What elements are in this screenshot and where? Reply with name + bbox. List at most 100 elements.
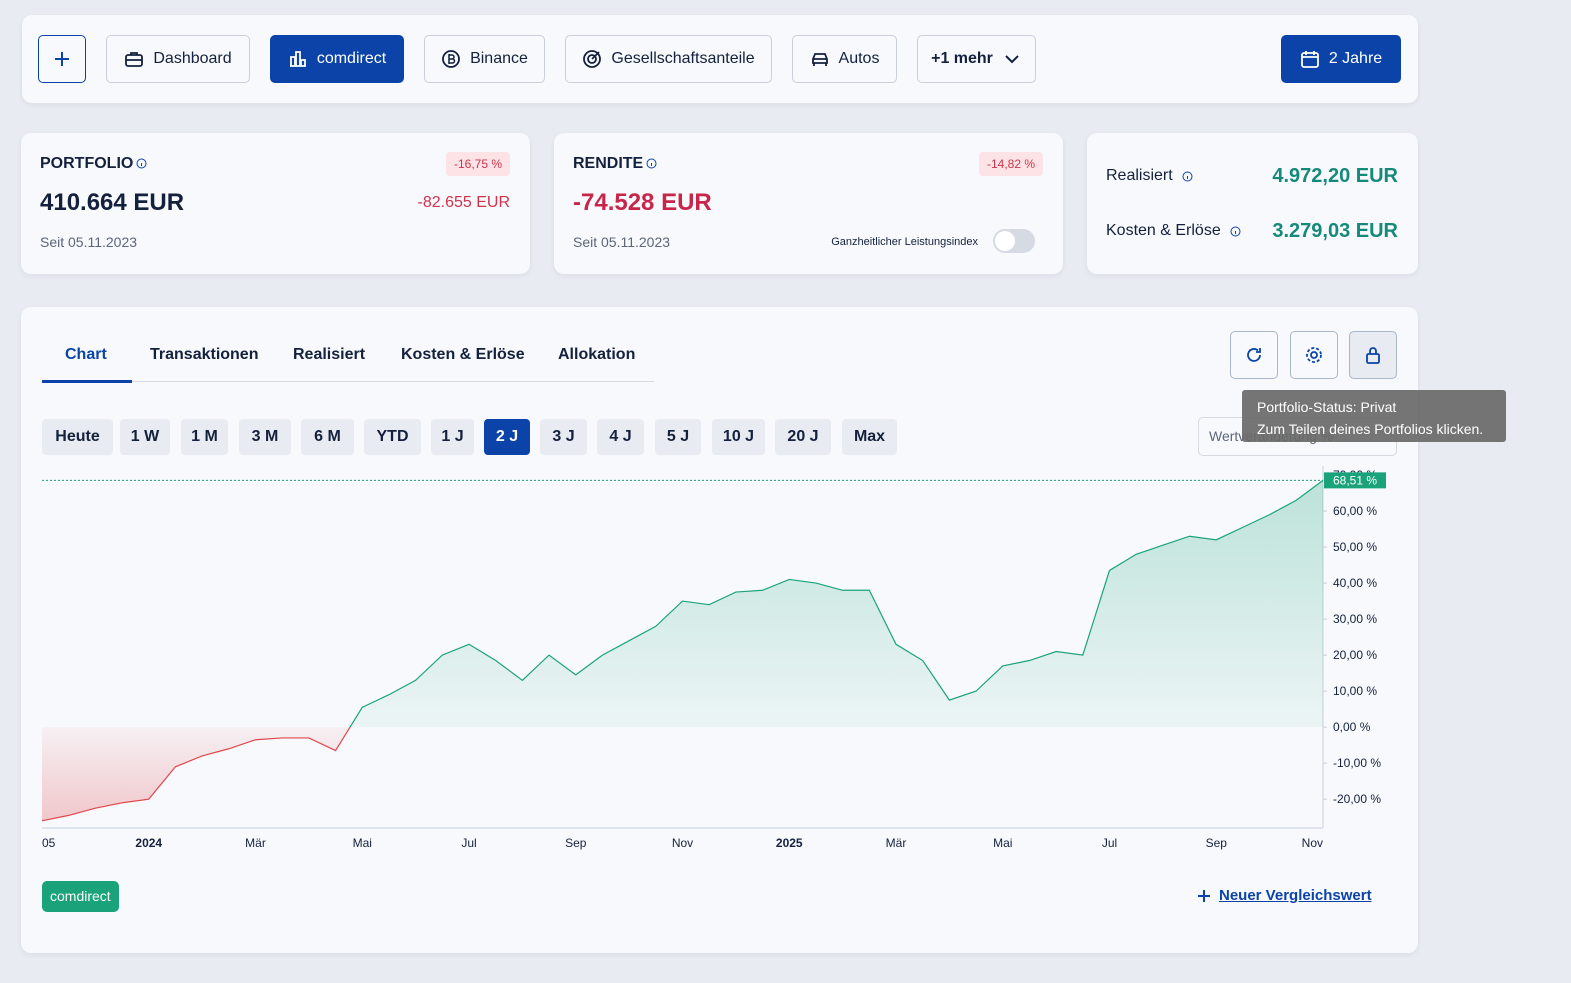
more-button[interactable]: +1 mehr: [917, 35, 1036, 83]
x-tick-label: Mär: [886, 836, 907, 850]
gear-icon: [1306, 347, 1322, 363]
value-label: 68,51 %: [1333, 473, 1377, 487]
x-tick-label: Sep: [1206, 836, 1228, 850]
range-button[interactable]: Heute: [42, 419, 113, 455]
card-title: RENDITE: [573, 155, 644, 172]
tab[interactable]: Kosten & Erlöse: [401, 346, 525, 363]
toggle-knob: [995, 231, 1015, 251]
y-tick-label: 20,00 %: [1333, 648, 1377, 662]
y-tick-label: 50,00 %: [1333, 540, 1377, 554]
y-tick-label: 0,00 %: [1333, 720, 1371, 734]
portfolio-value: 410.664 EUR: [40, 189, 185, 216]
rendite-card: [554, 133, 1063, 274]
nav-item[interactable]: Gesellschaftsanteile: [565, 35, 772, 83]
summary-card: [1087, 133, 1418, 274]
range-button[interactable]: 3 M: [239, 419, 291, 455]
nav-label: comdirect: [316, 50, 387, 67]
lock-button[interactable]: [1349, 331, 1397, 379]
car-icon: [811, 53, 828, 66]
range-button[interactable]: 5 J: [655, 419, 701, 455]
target-icon: [583, 50, 602, 68]
tab-underline: [42, 380, 132, 383]
y-tick-label: -10,00 %: [1333, 756, 1381, 770]
refresh-icon: [1247, 348, 1261, 362]
range-button[interactable]: 20 J: [775, 419, 831, 455]
range-button[interactable]: Max: [842, 419, 897, 455]
tooltip: Portfolio-Status: Privat Zum Teilen dein…: [1242, 390, 1506, 442]
chart-icon: [289, 51, 306, 67]
nav-item[interactable]: Binance: [424, 35, 545, 83]
since-date: Seit 05.11.2023: [40, 234, 138, 250]
range-button[interactable]: 6 M: [301, 419, 354, 455]
compare-label: Neuer Vergleichswert: [1219, 887, 1372, 904]
y-tick-label: 10,00 %: [1333, 684, 1377, 698]
bitcoin-icon: [442, 50, 460, 68]
value-label-bg: [1324, 472, 1386, 489]
change-badge: -16,75 %: [445, 152, 510, 176]
more-label: +1 mehr: [931, 50, 993, 67]
refresh-button[interactable]: [1230, 331, 1278, 379]
range-button[interactable]: 1 W: [120, 419, 170, 455]
period-button[interactable]: 2 Jahre: [1281, 35, 1401, 83]
chevron-icon: [1005, 55, 1019, 64]
plus-icon: [55, 52, 69, 66]
tab[interactable]: Realisiert: [293, 346, 366, 363]
x-tick-label: Sep: [565, 836, 587, 850]
nav-item[interactable]: comdirect: [270, 35, 404, 83]
x-tick-label: Nov: [672, 836, 693, 850]
range-button[interactable]: 1 M: [181, 419, 228, 455]
y-tick-label: 60,00 %: [1333, 504, 1377, 518]
x-tick-label: Jul: [1102, 836, 1117, 850]
legend-chip[interactable]: comdirect: [42, 881, 119, 912]
compare-link[interactable]: Neuer Vergleichswert: [1197, 887, 1372, 904]
tab-divider: [42, 381, 654, 382]
period-label: 2 Jahre: [1328, 50, 1383, 67]
since-date: Seit 05.11.2023: [573, 234, 671, 250]
x-tick-label: Mai: [993, 836, 1012, 850]
x-tick-label: Jul: [461, 836, 476, 850]
toggle-label: Ganzheitlicher Leistungsindex: [831, 236, 978, 248]
tooltip-line: Zum Teilen deines Portfolios klicken.: [1257, 421, 1484, 437]
x-tick-label: 05: [42, 836, 56, 850]
range-button[interactable]: 2 J: [484, 419, 530, 455]
summary-value: 4.972,20 EUR: [1272, 165, 1398, 187]
tab[interactable]: Allokation: [558, 346, 636, 363]
portfolio-change: -82.655 EUR: [417, 194, 511, 211]
nav-label: Gesellschaftsanteile: [611, 50, 755, 67]
calendar-icon: [1300, 51, 1319, 68]
rendite-value: -74.528 EUR: [573, 189, 712, 216]
plus-icon: [1198, 889, 1210, 902]
card-title: PORTFOLIO: [40, 155, 134, 172]
toggle[interactable]: [993, 229, 1035, 253]
tab[interactable]: Chart: [65, 346, 107, 363]
y-tick-label: 30,00 %: [1333, 612, 1377, 626]
summary-value: 3.279,03 EUR: [1272, 220, 1398, 242]
settings-button[interactable]: [1290, 331, 1338, 379]
nav-item[interactable]: Autos: [792, 35, 897, 83]
nav-item[interactable]: Dashboard: [106, 35, 250, 83]
x-tick-label: 2025: [776, 836, 803, 850]
summary-label: Kosten & Erlöse: [1106, 222, 1221, 239]
tooltip-line: Portfolio-Status: Privat: [1257, 399, 1397, 415]
range-button[interactable]: 10 J: [712, 419, 765, 455]
range-button[interactable]: 1 J: [431, 419, 474, 455]
add-button[interactable]: [38, 35, 86, 83]
range-button[interactable]: 4 J: [597, 419, 644, 455]
info-icon: [1182, 171, 1193, 182]
area: [42, 480, 1323, 821]
x-tick-label: 2024: [135, 836, 162, 850]
change-badge: -14,82 %: [978, 152, 1043, 176]
briefcase-icon: [125, 52, 144, 67]
tab[interactable]: Transaktionen: [150, 346, 259, 363]
nav-label: Binance: [470, 50, 528, 67]
info-icon: [1230, 226, 1241, 237]
portfolio-card: [21, 133, 530, 274]
range-button[interactable]: YTD: [364, 419, 421, 455]
y-tick-label: 40,00 %: [1333, 576, 1377, 590]
info-icon: [136, 158, 147, 169]
range-button[interactable]: 3 J: [540, 419, 587, 455]
nav-label: Autos: [838, 50, 880, 67]
x-tick-label: Nov: [1302, 836, 1323, 850]
